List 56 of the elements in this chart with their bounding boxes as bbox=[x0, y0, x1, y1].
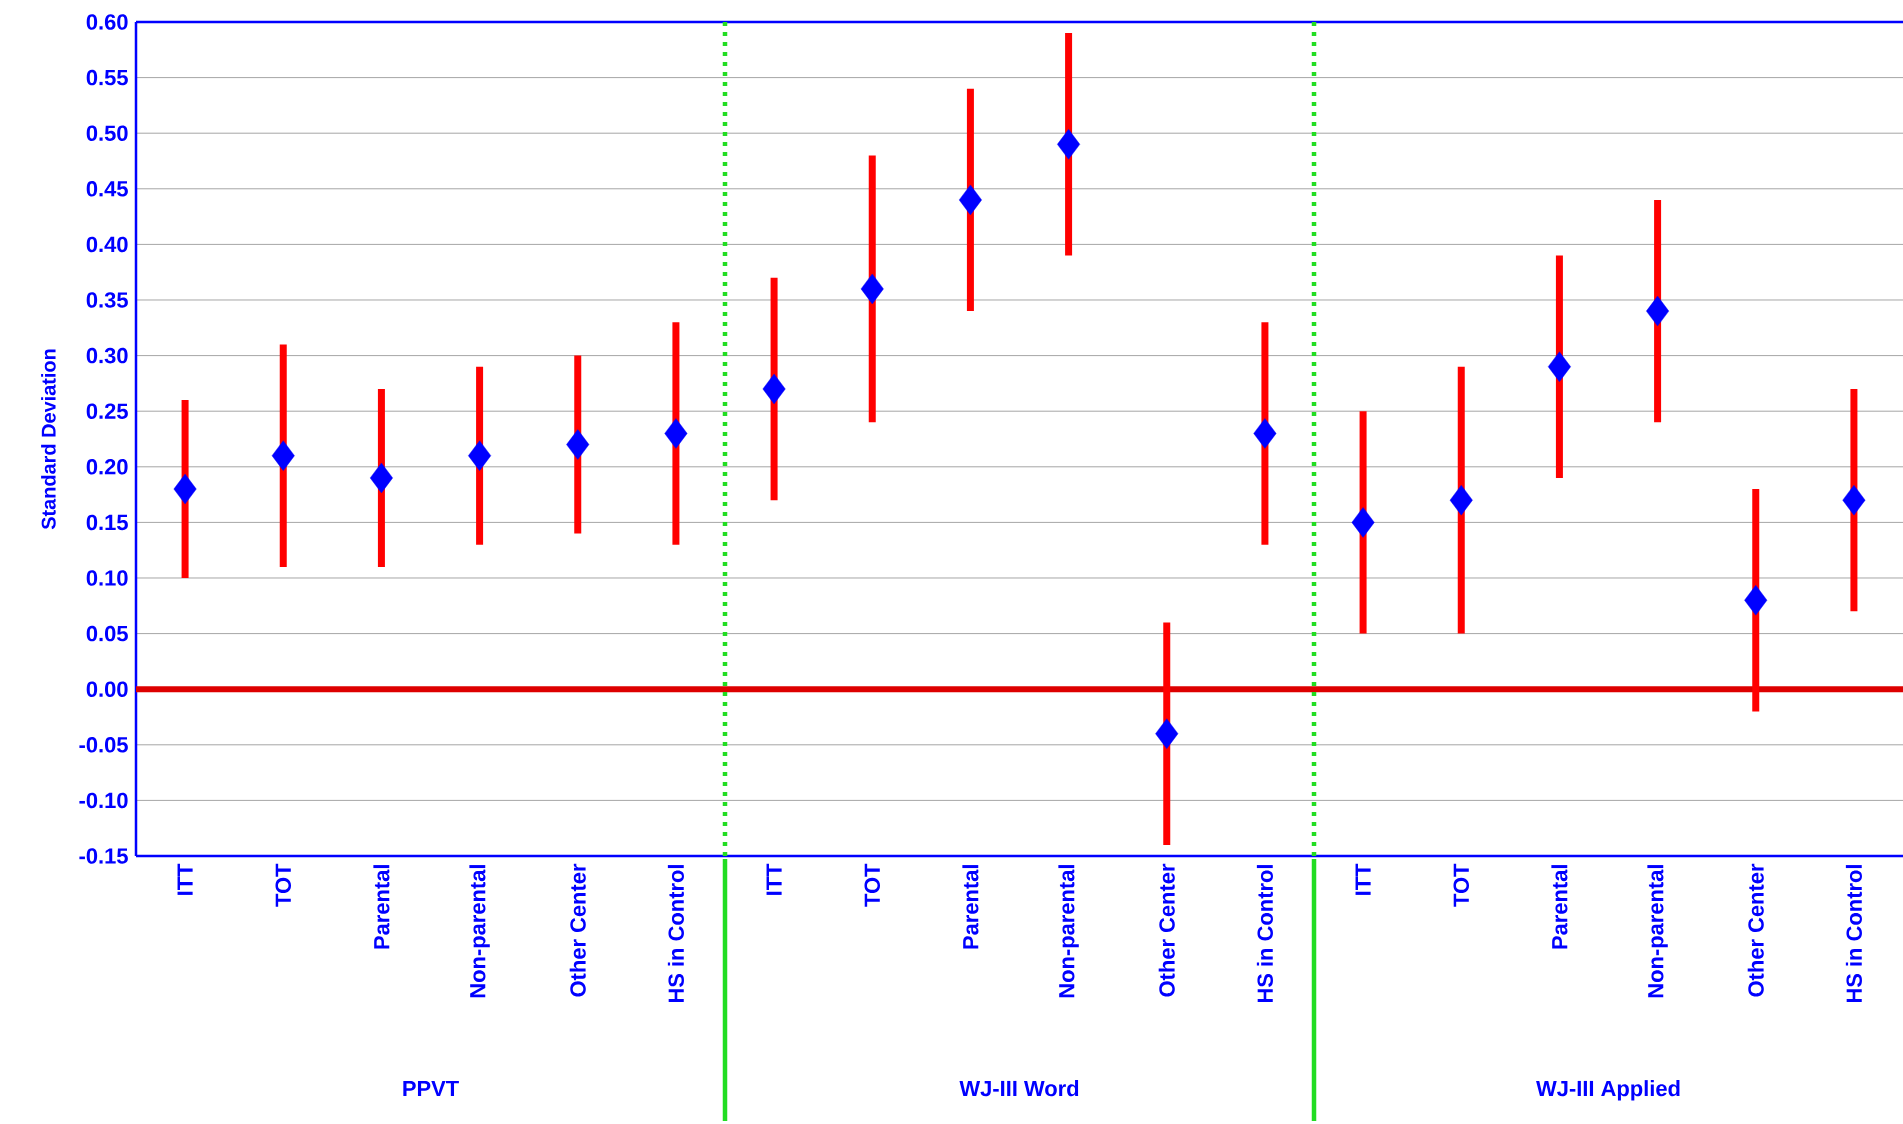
point bbox=[1057, 129, 1081, 160]
text: WJ-III Applied bbox=[1536, 1080, 1680, 1101]
y-tick-label: 0.50 bbox=[86, 125, 128, 141]
point bbox=[664, 418, 688, 449]
x-tick-label: HS in Control bbox=[1845, 865, 1862, 1003]
point bbox=[1744, 585, 1768, 616]
y-tick-label: 0.25 bbox=[86, 403, 128, 419]
y-tick-label: 0.55 bbox=[86, 69, 128, 86]
x-tick-label: Non-parental bbox=[1058, 865, 1079, 998]
point bbox=[762, 373, 786, 405]
y-tick-label: 0.10 bbox=[86, 570, 128, 586]
point bbox=[1253, 418, 1277, 449]
point bbox=[1155, 718, 1179, 749]
text: WJ-III Word bbox=[959, 1080, 1079, 1097]
point bbox=[1547, 351, 1571, 382]
y-tick-label: 0.60 bbox=[86, 14, 128, 30]
y-tick-label: 0.40 bbox=[86, 236, 128, 253]
point bbox=[1351, 507, 1375, 538]
x-tick-label: TOT bbox=[275, 863, 292, 907]
y-tick-label: 0.05 bbox=[86, 625, 128, 642]
x-tick-label: ITT bbox=[766, 863, 782, 895]
y-tick-label: 0.45 bbox=[86, 181, 128, 197]
x-tick-label: Parental bbox=[1551, 865, 1568, 949]
x-tick-label: Non-parental bbox=[469, 865, 490, 998]
y-tick-label: 0.35 bbox=[86, 292, 128, 308]
x-tick-label: HS in Control bbox=[667, 865, 684, 1003]
x-tick-label: Parental bbox=[373, 865, 390, 949]
x-tick-label: HS in Control bbox=[1256, 865, 1273, 1003]
point bbox=[468, 440, 492, 471]
point bbox=[173, 473, 197, 505]
y-tick-label: 0.20 bbox=[86, 459, 128, 475]
text: PPVT bbox=[403, 1080, 459, 1096]
point bbox=[1842, 484, 1866, 516]
y-tick-label: 0.00 bbox=[86, 681, 128, 697]
y-tick-label: -0.15 bbox=[79, 848, 128, 864]
x-tick-label: Other Center bbox=[569, 863, 586, 997]
y-tick-label: 0.15 bbox=[86, 514, 128, 531]
x-tick-label: Other Center bbox=[1747, 863, 1764, 997]
point bbox=[271, 440, 295, 471]
y-axis-title: Standard Deviation bbox=[41, 349, 56, 530]
point bbox=[369, 462, 393, 494]
y-tick-label: 0.30 bbox=[86, 347, 128, 364]
point bbox=[958, 184, 982, 216]
x-tick-label: ITT bbox=[1355, 863, 1371, 895]
x-tick-label: Non-parental bbox=[1647, 865, 1668, 998]
point bbox=[860, 273, 884, 305]
y-tick-label: -0.10 bbox=[79, 792, 128, 809]
point bbox=[1449, 484, 1473, 516]
y-tick-label: -0.05 bbox=[79, 737, 128, 753]
x-tick-label: Other Center bbox=[1158, 863, 1175, 997]
x-tick-label: Parental bbox=[962, 865, 979, 949]
x-tick-label: ITT bbox=[177, 863, 193, 895]
point bbox=[1646, 295, 1670, 327]
x-tick-label: TOT bbox=[1453, 863, 1470, 907]
point bbox=[566, 429, 590, 460]
x-tick-label: TOT bbox=[864, 863, 881, 907]
